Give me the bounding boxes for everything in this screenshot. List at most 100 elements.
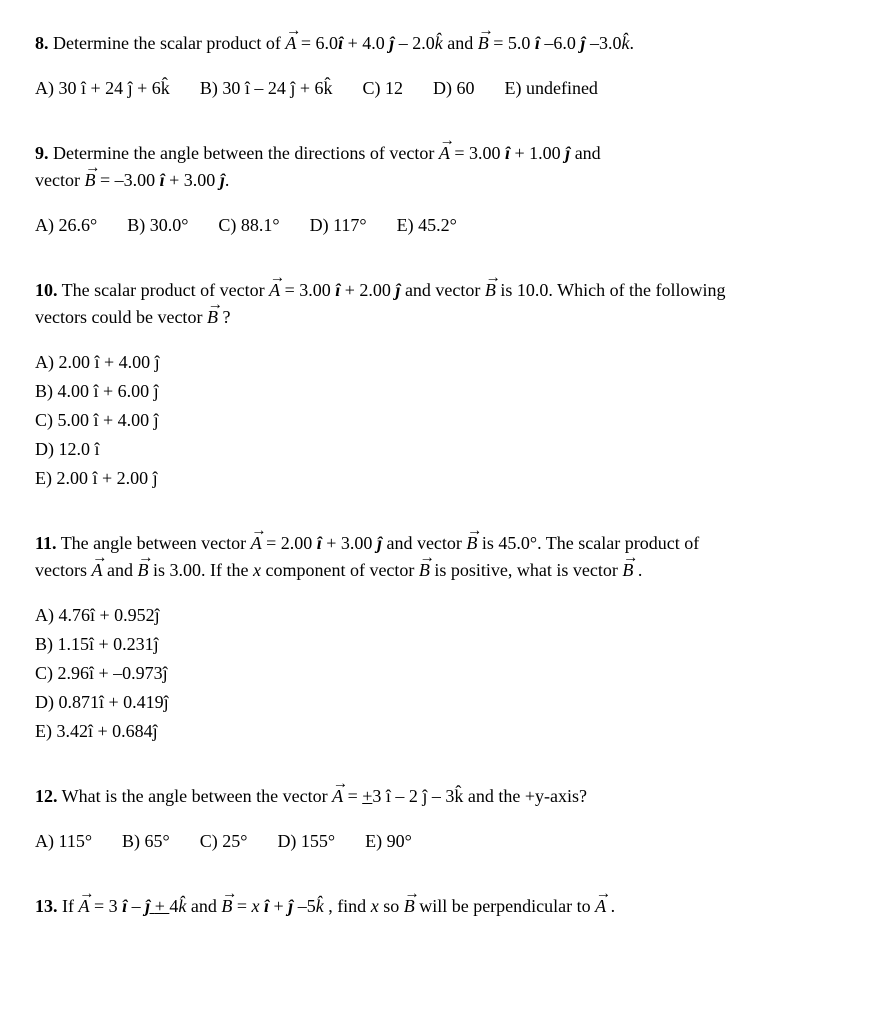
q13-i2: î bbox=[260, 896, 270, 916]
q8-j1: ĵ bbox=[385, 33, 395, 53]
q8-k1: k̂ bbox=[435, 33, 443, 53]
question-13-text: 13. If A = 3 î – ĵ + 4k̂ and B = x î + ĵ… bbox=[35, 893, 852, 920]
q11-and2: and bbox=[102, 560, 137, 580]
q8-number: 8. bbox=[35, 33, 49, 53]
q12-number: 12. bbox=[35, 786, 58, 806]
q8-choices: A) 30 î + 24 ĵ + 6k̂ B) 30 î – 24 ĵ + 6k… bbox=[35, 75, 852, 102]
q10-vecA: A bbox=[269, 277, 280, 304]
q11-x: x bbox=[253, 560, 261, 580]
q13-perp: will be perpendicular to bbox=[415, 896, 595, 916]
q11-vecB2: B bbox=[137, 557, 148, 584]
q11-vecA: A bbox=[251, 530, 262, 557]
q12-choice-e: E) 90° bbox=[365, 828, 412, 855]
q8-choice-b: B) 30 î – 24 ĵ + 6k̂ bbox=[200, 75, 333, 102]
q13-j1: ĵ bbox=[145, 896, 155, 916]
q9-l2a: vector bbox=[35, 170, 84, 190]
q11-t1: The angle between vector bbox=[57, 533, 251, 553]
q10-number: 10. bbox=[35, 280, 58, 300]
q13-number: 13. bbox=[35, 896, 58, 916]
q8-m2: –6.0 bbox=[540, 33, 576, 53]
q9-choices: A) 26.6° B) 30.0° C) 88.1° D) 117° E) 45… bbox=[35, 212, 852, 239]
q9-and: and bbox=[570, 143, 601, 163]
q12-choice-b: B) 65° bbox=[122, 828, 170, 855]
question-8: 8. Determine the scalar product of A = 6… bbox=[35, 30, 852, 102]
q13-vecA2: A bbox=[595, 893, 606, 920]
q8-choice-a: A) 30 î + 24 ĵ + 6k̂ bbox=[35, 75, 170, 102]
q8-plus1: + 4.0 bbox=[343, 33, 385, 53]
q11-vecA2: A bbox=[91, 557, 102, 584]
q10-r1: is 10.0. Which of the following bbox=[496, 280, 726, 300]
q10-j1: ĵ bbox=[391, 280, 401, 300]
q10-eqA: = 3.00 bbox=[280, 280, 335, 300]
q10-l2a: vectors could be vector bbox=[35, 307, 207, 327]
q12-choice-d: D) 155° bbox=[277, 828, 335, 855]
q10-vecB2: B bbox=[207, 304, 218, 331]
q12-vecA: A bbox=[332, 783, 343, 810]
q8-eqB: = 5.0 bbox=[489, 33, 535, 53]
q10-and: and vector bbox=[400, 280, 484, 300]
q12-choice-a: A) 115° bbox=[35, 828, 92, 855]
q9-choice-e: E) 45.2° bbox=[397, 212, 457, 239]
question-8-text: 8. Determine the scalar product of A = 6… bbox=[35, 30, 852, 57]
q13-four: 4 bbox=[169, 896, 178, 916]
q8-choice-e: E) undefined bbox=[504, 75, 597, 102]
q9-t1: Determine the angle between the directio… bbox=[49, 143, 439, 163]
q13-comma: , find bbox=[324, 896, 371, 916]
q13-vecB: B bbox=[221, 893, 232, 920]
q8-vecB: B bbox=[478, 30, 489, 57]
q8-period: . bbox=[629, 33, 634, 53]
q9-period: . bbox=[225, 170, 230, 190]
q10-choice-c: C) 5.00 î + 4.00 ĵ bbox=[35, 407, 852, 434]
q11-r1: is 45.0°. The scalar product of bbox=[477, 533, 699, 553]
q8-choice-d: D) 60 bbox=[433, 75, 475, 102]
q10-choices: A) 2.00 î + 4.00 ĵ B) 4.00 î + 6.00 ĵ C)… bbox=[35, 349, 852, 492]
q8-m1: – 2.0 bbox=[394, 33, 435, 53]
q11-vecB3: B bbox=[419, 557, 430, 584]
q9-choice-a: A) 26.6° bbox=[35, 212, 97, 239]
q13-t1: If bbox=[58, 896, 79, 916]
q11-choice-d: D) 0.871î + 0.419ĵ bbox=[35, 689, 852, 716]
question-13: 13. If A = 3 î – ĵ + 4k̂ and B = x î + ĵ… bbox=[35, 893, 852, 920]
q8-eqA: = 6.0 bbox=[296, 33, 338, 53]
question-12-text: 12. What is the angle between the vector… bbox=[35, 783, 852, 810]
q10-choice-e: E) 2.00 î + 2.00 ĵ bbox=[35, 465, 852, 492]
q12-t1: What is the angle between the vector bbox=[58, 786, 333, 806]
question-9-text: 9. Determine the angle between the direc… bbox=[35, 140, 852, 194]
q13-k2: k̂ bbox=[316, 896, 324, 916]
q10-vecB: B bbox=[485, 277, 496, 304]
q12-choice-c: C) 25° bbox=[200, 828, 248, 855]
q13-plus: + bbox=[155, 896, 170, 916]
q8-choice-c: C) 12 bbox=[362, 75, 403, 102]
q12-rest: 3 î – 2 ĵ – 3k̂ and the +y-axis? bbox=[372, 786, 587, 806]
q11-mid: is 3.00. If the bbox=[148, 560, 252, 580]
q12-choices: A) 115° B) 65° C) 25° D) 155° E) 90° bbox=[35, 828, 852, 855]
q8-j2: ĵ bbox=[576, 33, 586, 53]
q8-vecA: A bbox=[285, 30, 296, 57]
q11-vecB4: B bbox=[622, 557, 633, 584]
q9-number: 9. bbox=[35, 143, 49, 163]
q9-eqA: = 3.00 bbox=[450, 143, 505, 163]
question-12: 12. What is the angle between the vector… bbox=[35, 783, 852, 855]
q9-vecA: A bbox=[439, 140, 450, 167]
q11-comp: component of vector bbox=[261, 560, 419, 580]
q10-plus1: + 2.00 bbox=[340, 280, 391, 300]
q8-and: and bbox=[443, 33, 478, 53]
q13-vecA: A bbox=[79, 893, 90, 920]
q11-l2a: vectors bbox=[35, 560, 91, 580]
q9-vecB: B bbox=[84, 167, 95, 194]
q13-plus2: + bbox=[269, 896, 288, 916]
q11-choice-b: B) 1.15î + 0.231ĵ bbox=[35, 631, 852, 658]
q13-m2: –5 bbox=[293, 896, 316, 916]
q13-vecB2: B bbox=[404, 893, 415, 920]
q11-vecB: B bbox=[466, 530, 477, 557]
q9-plus1: + 1.00 bbox=[510, 143, 561, 163]
q12-u1: + bbox=[362, 786, 372, 806]
q8-t1: Determine the scalar product of bbox=[49, 33, 286, 53]
question-11: 11. The angle between vector A = 2.00 î … bbox=[35, 530, 852, 745]
q9-j1: ĵ bbox=[561, 143, 571, 163]
q13-minus: – bbox=[127, 896, 145, 916]
question-10: 10. The scalar product of vector A = 3.0… bbox=[35, 277, 852, 492]
q8-m3: –3.0 bbox=[585, 33, 621, 53]
q9-choice-d: D) 117° bbox=[310, 212, 367, 239]
q10-t1: The scalar product of vector bbox=[58, 280, 270, 300]
